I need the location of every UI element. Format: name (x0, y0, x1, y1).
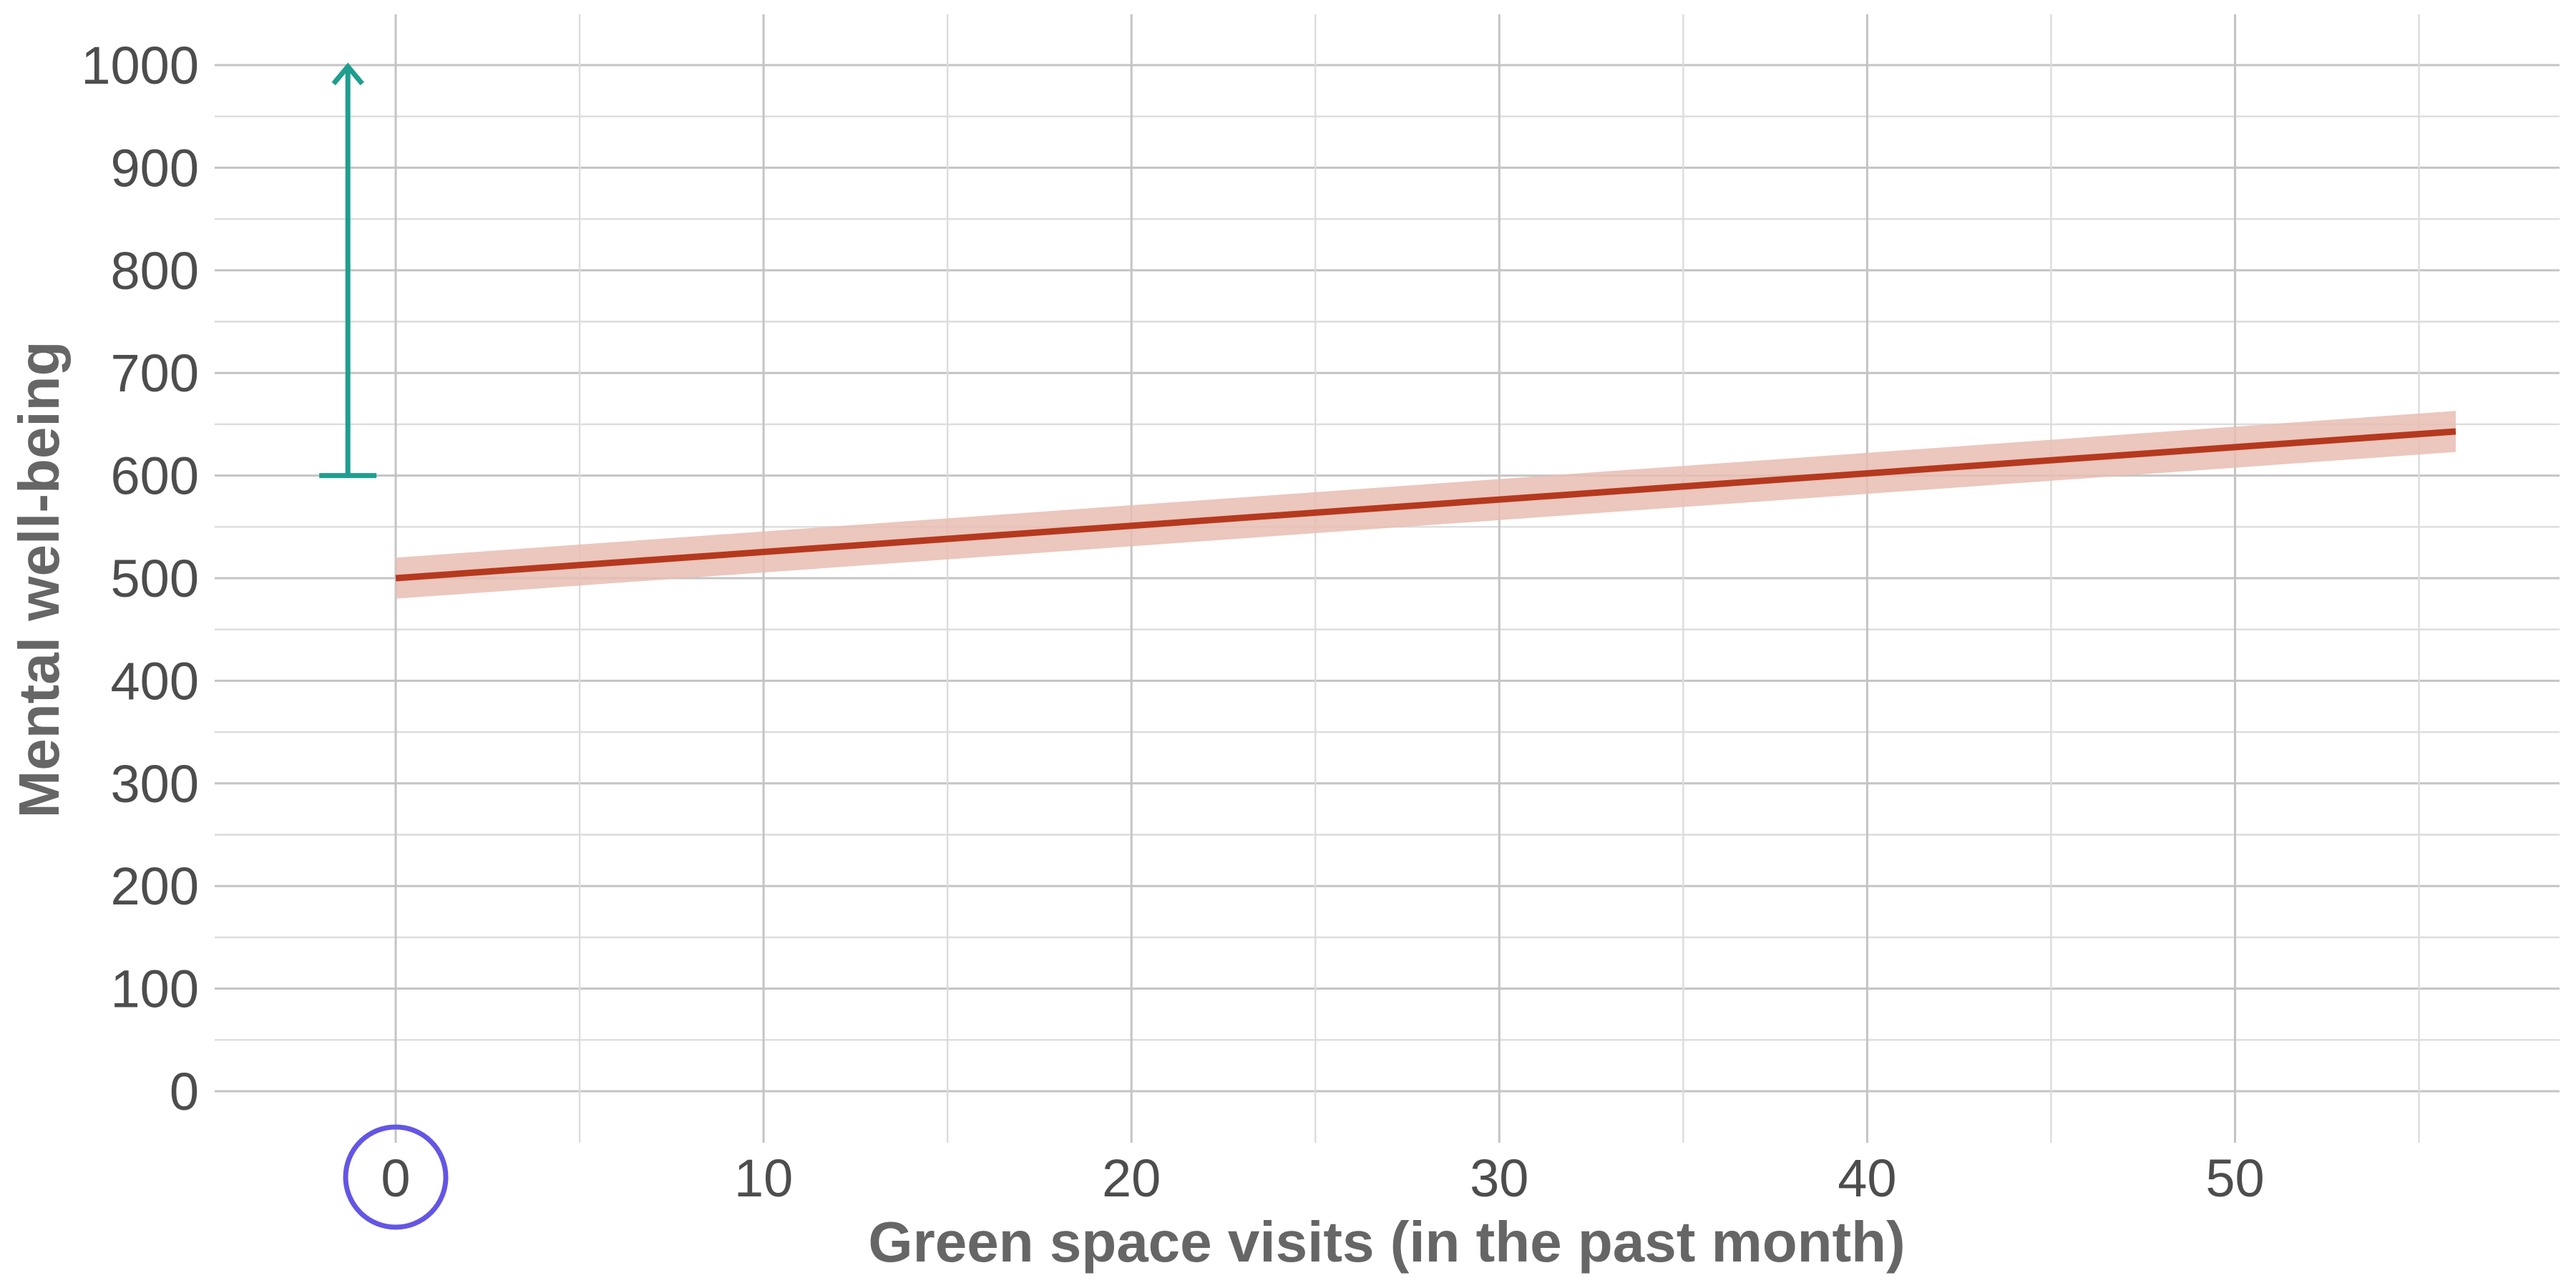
x-tick-labels: 0 10 20 30 40 50 (381, 1148, 2264, 1208)
x-tick-label: 20 (1102, 1148, 1161, 1208)
x-tick-label: 30 (1470, 1148, 1528, 1208)
x-tick-label: 50 (2205, 1148, 2264, 1208)
y-tick-label: 1000 (81, 36, 199, 95)
x-tick-label: 10 (734, 1148, 793, 1208)
y-tick-labels: 0 100 200 300 400 500 600 700 800 900 1000 (81, 36, 199, 1121)
y-tick-label: 300 (111, 754, 199, 814)
y-tick-label: 700 (111, 343, 199, 403)
y-tick-label: 900 (111, 138, 199, 197)
x-axis-title: Green space visits (in the past month) (868, 1210, 1905, 1274)
teal-arrow (319, 62, 377, 479)
x-tick-label: 0 (381, 1148, 410, 1208)
series-layer (395, 411, 2457, 599)
y-axis-title: Mental well-being (7, 341, 71, 819)
y-tick-label: 800 (111, 241, 199, 301)
annotation-layer (319, 62, 449, 1230)
trend-line (395, 428, 2457, 582)
y-tick-label: 400 (111, 651, 199, 711)
y-tick-label: 200 (111, 857, 199, 916)
y-tick-label: 600 (111, 447, 199, 506)
y-tick-label: 500 (111, 549, 199, 608)
y-tick-label: 100 (111, 960, 199, 1019)
y-tick-label: 0 (170, 1062, 199, 1121)
highlight-circle (343, 1124, 449, 1230)
x-tick-label: 40 (1838, 1148, 1896, 1208)
arrow-head (331, 62, 364, 86)
